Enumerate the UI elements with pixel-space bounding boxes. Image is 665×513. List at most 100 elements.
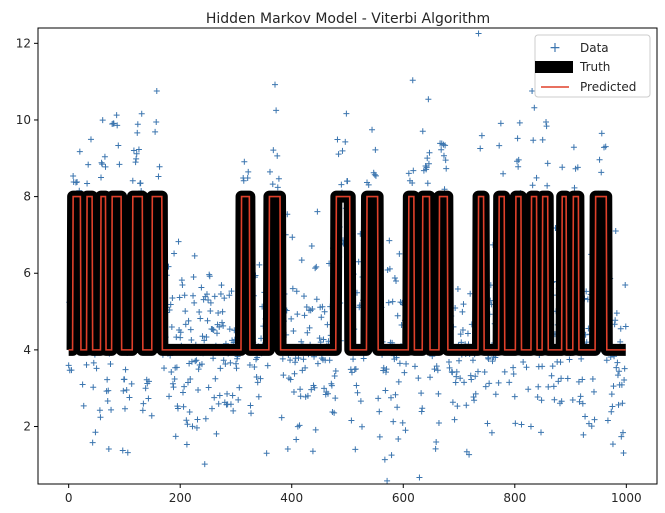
- data-point: [190, 274, 197, 281]
- data-point: [189, 423, 196, 430]
- data-point: [543, 123, 550, 130]
- data-point: [435, 390, 442, 397]
- data-point: [278, 414, 285, 421]
- data-point: [257, 375, 264, 382]
- x-tick-label: 600: [392, 491, 415, 505]
- data-point: [96, 407, 103, 414]
- data-point: [134, 129, 141, 136]
- data-point: [617, 338, 624, 345]
- data-point: [423, 164, 430, 171]
- data-point: [472, 390, 479, 397]
- data-point: [255, 393, 262, 400]
- data-point: [316, 335, 323, 342]
- data-point: [511, 393, 518, 400]
- data-point: [545, 383, 552, 390]
- data-point: [74, 178, 81, 185]
- data-point: [122, 366, 129, 373]
- legend-truth-swatch: [535, 61, 573, 73]
- data-point: [469, 357, 476, 364]
- data-point: [382, 369, 389, 376]
- data-point: [383, 366, 390, 373]
- data-point: [208, 405, 215, 412]
- data-point: [275, 175, 282, 182]
- data-point: [195, 366, 202, 373]
- data-point: [98, 159, 105, 166]
- data-point: [588, 423, 595, 430]
- data-point: [534, 393, 541, 400]
- data-point: [101, 153, 108, 160]
- data-point: [550, 383, 557, 390]
- x-tick-label: 200: [169, 491, 192, 505]
- data-point: [102, 163, 109, 170]
- data-point: [233, 365, 240, 372]
- data-point: [210, 355, 217, 362]
- data-point: [152, 128, 159, 135]
- data-point: [89, 439, 96, 446]
- legend-data-marker: +: [549, 40, 561, 56]
- data-point: [376, 433, 383, 440]
- data-point: [198, 284, 205, 291]
- data-point: [319, 303, 326, 310]
- data-point: [382, 387, 389, 394]
- data-point: [389, 298, 396, 305]
- data-point: [172, 433, 179, 440]
- data-point: [457, 331, 464, 338]
- data-point: [589, 376, 596, 383]
- data-point: [312, 426, 319, 433]
- data-point: [454, 403, 461, 410]
- data-point: [87, 136, 94, 143]
- data-point: [274, 152, 281, 159]
- data-point: [415, 375, 422, 382]
- data-point: [608, 408, 615, 415]
- data-point: [297, 393, 304, 400]
- data-point: [219, 319, 226, 326]
- data-point: [228, 288, 235, 295]
- data-point: [492, 391, 499, 398]
- data-point: [326, 357, 333, 364]
- data-point: [293, 436, 300, 443]
- data-point: [516, 119, 523, 126]
- data-point: [206, 273, 213, 280]
- data-point: [424, 180, 431, 187]
- data-point: [266, 168, 273, 175]
- data-point: [544, 182, 551, 189]
- data-point: [342, 138, 349, 145]
- data-point: [115, 142, 122, 149]
- data-point: [251, 364, 258, 371]
- data-point: [124, 449, 131, 456]
- data-point: [530, 137, 537, 144]
- data-point: [177, 334, 184, 341]
- data-point: [538, 429, 545, 436]
- data-point: [352, 446, 359, 453]
- data-point: [181, 292, 188, 299]
- data-point: [463, 402, 470, 409]
- data-point: [121, 405, 128, 412]
- data-point: [230, 407, 237, 414]
- data-point: [529, 87, 536, 94]
- data-point: [338, 181, 345, 188]
- data-point: [496, 142, 503, 149]
- data-point: [139, 407, 146, 414]
- data-point: [92, 429, 99, 436]
- data-point: [193, 357, 200, 364]
- data-point: [185, 379, 192, 386]
- data-point: [148, 412, 155, 419]
- data-point: [253, 374, 260, 381]
- data-point: [453, 368, 460, 375]
- data-point: [289, 285, 296, 292]
- data-point: [331, 372, 338, 379]
- data-point: [198, 361, 205, 368]
- data-point: [188, 358, 195, 365]
- data-point: [501, 368, 508, 375]
- data-point: [145, 378, 152, 385]
- legend-truth-label: Truth: [579, 60, 610, 74]
- data-point: [622, 282, 629, 289]
- data-point: [569, 396, 576, 403]
- data-point: [539, 363, 546, 370]
- data-point: [335, 151, 342, 158]
- data-point: [99, 117, 106, 124]
- data-point: [575, 378, 582, 385]
- data-point: [107, 361, 114, 368]
- data-point: [217, 291, 224, 298]
- data-point: [348, 369, 355, 376]
